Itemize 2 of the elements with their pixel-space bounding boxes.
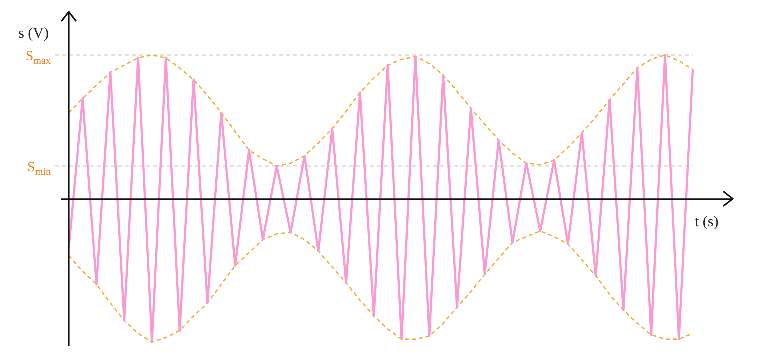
y-axis-title: s (V) bbox=[18, 26, 50, 42]
x-axis-title: t (s) bbox=[695, 214, 719, 230]
